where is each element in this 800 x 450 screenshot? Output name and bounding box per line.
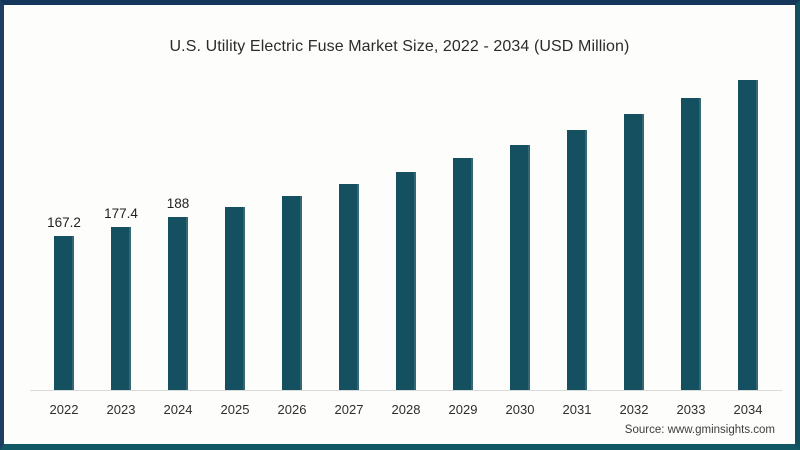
bar-2032: [624, 114, 644, 390]
bar-2034: [738, 80, 758, 390]
x-tick-label-2027: 2027: [334, 402, 364, 417]
bar-chart: 167.2 2022 177.4 2023 188 2024 2025 2026 2027 202…: [4, 5, 795, 444]
bar-2024: [168, 217, 188, 390]
bar-2031: [567, 130, 587, 390]
x-tick-label-2031: 2031: [562, 402, 592, 417]
x-tick-label-2028: 2028: [391, 402, 421, 417]
x-tick-label-2030: 2030: [505, 402, 535, 417]
bar-value-label-2022: 167.2: [47, 215, 81, 230]
x-tick-label-2024: 2024: [163, 402, 193, 417]
bar-2022: [54, 236, 74, 390]
bar-2029: [453, 158, 473, 390]
chart-title: U.S. Utility Electric Fuse Market Size, …: [169, 38, 630, 55]
bar-2025: [225, 207, 245, 390]
bar-value-label-2023: 177.4: [104, 206, 138, 221]
x-tick-label-2033: 2033: [676, 402, 706, 417]
bar-2028: [396, 172, 416, 390]
bar-2026: [282, 196, 302, 390]
bar-2030: [510, 145, 530, 390]
x-axis-line: [30, 390, 782, 391]
x-tick-label-2023: 2023: [106, 402, 136, 417]
x-tick-label-2022: 2022: [49, 402, 79, 417]
x-tick-label-2029: 2029: [448, 402, 478, 417]
bar-2023: [111, 227, 131, 390]
x-tick-label-2034: 2034: [733, 402, 763, 417]
x-tick-label-2025: 2025: [220, 402, 250, 417]
x-tick-label-2032: 2032: [619, 402, 649, 417]
bar-2027: [339, 184, 359, 390]
bar-2033: [681, 98, 701, 390]
x-tick-label-2026: 2026: [277, 402, 307, 417]
bar-value-label-2024: 188: [166, 196, 190, 211]
source-attribution: Source: www.gminsights.com: [624, 424, 775, 436]
